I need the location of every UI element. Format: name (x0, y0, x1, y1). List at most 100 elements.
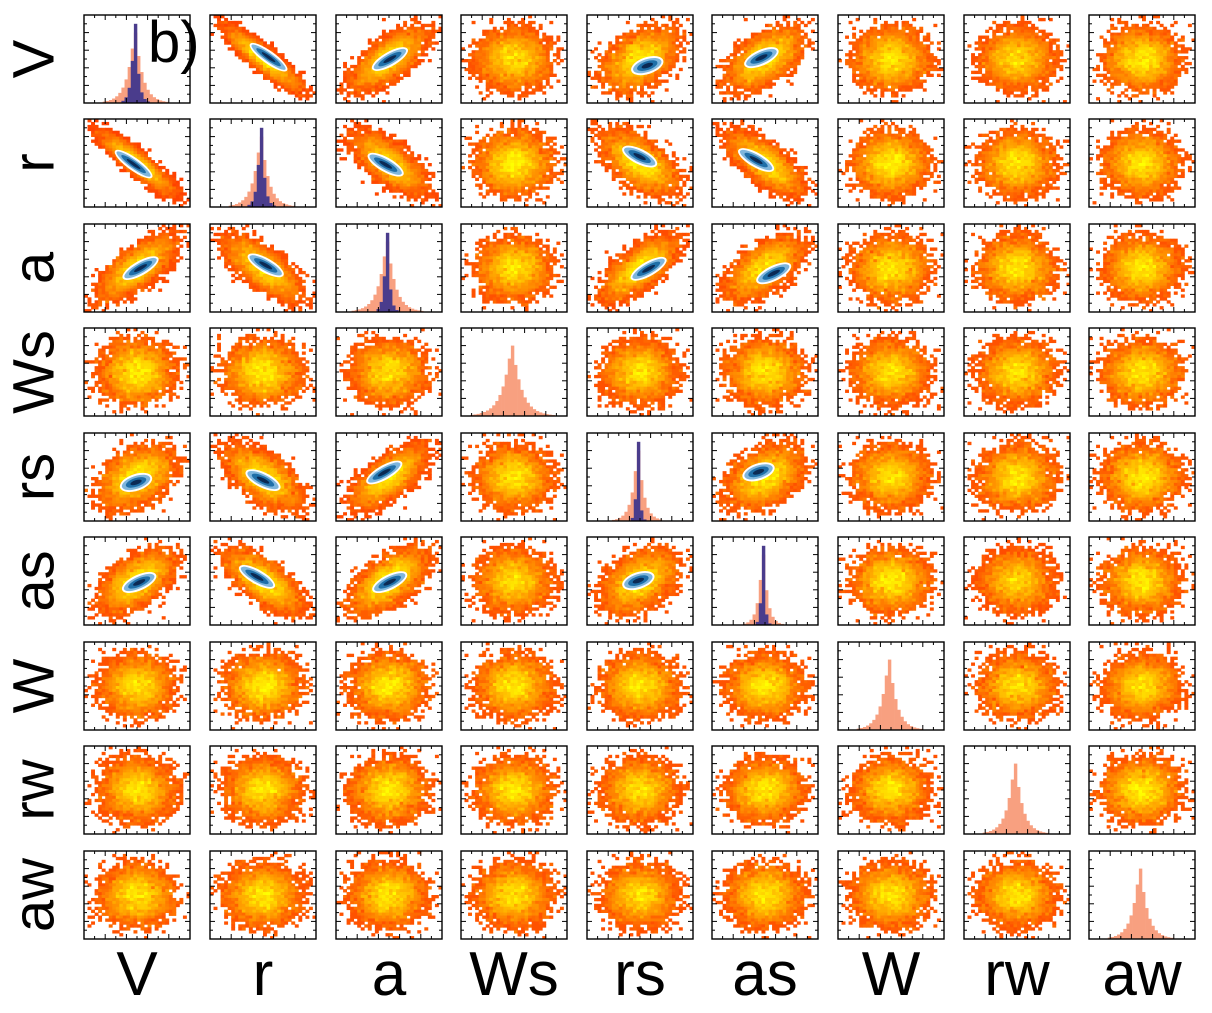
density-cells (838, 746, 944, 831)
density-cells (1089, 119, 1195, 204)
col-label-as: as (732, 940, 797, 1009)
panel-r-r (210, 119, 316, 207)
panel-rw-V (84, 746, 190, 834)
density-cells (336, 746, 442, 834)
panel-a-V (84, 224, 190, 312)
panel-aw-W (838, 851, 944, 939)
panel-as-as (712, 537, 818, 625)
density-cells (1089, 224, 1195, 312)
panel-W-rs (587, 642, 693, 730)
density-cells (712, 752, 815, 835)
panel-a-as (712, 224, 818, 312)
panel-rs-rs (587, 433, 693, 521)
panel-W-aw (1089, 642, 1195, 730)
density-cells (336, 642, 439, 730)
density-cells (84, 854, 190, 939)
panel-Ws-r (210, 328, 316, 416)
density-cells (465, 642, 568, 730)
density-cells (838, 119, 944, 207)
density-cells (461, 746, 567, 834)
panel-aw-aw (1089, 851, 1195, 939)
panel-a-rw (964, 224, 1070, 312)
col-label-rw: rw (984, 940, 1050, 1009)
panel-rs-W (838, 433, 944, 521)
row-label-rw: rw (1, 758, 66, 820)
panel-rs-r (210, 433, 316, 521)
density-cells (964, 331, 1070, 414)
panel-V-r (210, 15, 316, 103)
density-cells (84, 645, 187, 728)
panel-rw-a (336, 746, 442, 834)
row-label-r: r (1, 153, 66, 172)
density-cells (461, 119, 567, 207)
panel-Ws-as (712, 328, 818, 416)
density-cells (336, 436, 442, 521)
panel-label: b) (148, 14, 200, 72)
row-label-Ws: Ws (1, 330, 66, 414)
panel-W-V (84, 642, 190, 730)
density-cells (336, 851, 442, 939)
panel-Ws-W (838, 328, 944, 416)
panel-V-rw (964, 15, 1070, 103)
density-cells (587, 15, 693, 103)
panel-as-a (336, 537, 442, 625)
col-label-r: r (253, 940, 274, 1009)
panel-V-as (712, 15, 818, 103)
density-cells (84, 328, 190, 413)
density-cells (210, 749, 316, 832)
row-label-W: W (1, 658, 66, 713)
panel-aw-Ws (461, 851, 567, 939)
panel-r-aw (1089, 119, 1195, 207)
density-cells (1089, 433, 1195, 521)
density-cells (461, 851, 567, 939)
panel-as-Ws (461, 537, 567, 625)
density-cells (1093, 15, 1196, 103)
panel-as-r (210, 537, 316, 625)
panel-rw-as (712, 746, 818, 834)
density-cells (587, 851, 693, 936)
density-cells (838, 851, 941, 939)
row-label-V: V (1, 39, 66, 78)
density-cells (1089, 537, 1195, 625)
panel-aw-r (210, 851, 316, 939)
density-cells (712, 645, 815, 728)
panel-as-V (84, 537, 190, 625)
panel-rs-rw (964, 433, 1070, 521)
panel-rw-W (838, 746, 944, 834)
panel-r-Ws (461, 119, 567, 207)
panel-aw-as (712, 851, 818, 939)
panel-a-W (838, 224, 944, 312)
panel-Ws-a (336, 328, 442, 416)
panel-r-a (336, 119, 442, 207)
panel-W-a (336, 642, 442, 730)
density-cells (214, 642, 313, 730)
density-cells (716, 328, 819, 416)
panel-V-rs (587, 15, 693, 103)
panel-rs-as (712, 433, 818, 521)
density-cells (587, 328, 693, 416)
density-cells (964, 537, 1067, 625)
panel-rw-rw (964, 746, 1070, 834)
panel-Ws-rs (587, 328, 693, 416)
panel-rs-V (84, 433, 190, 521)
density-cells (1089, 746, 1195, 834)
panel-a-Ws (461, 224, 567, 312)
wide-histogram (1108, 869, 1174, 939)
panel-a-rs (587, 224, 693, 312)
density-cells (968, 433, 1071, 521)
density-cells (1089, 642, 1195, 730)
density-cells (210, 851, 316, 939)
wide-histogram (470, 346, 554, 416)
density-cells (964, 642, 1067, 730)
panel-as-aw (1089, 537, 1195, 625)
panel-W-as (712, 642, 818, 730)
panel-rw-aw (1089, 746, 1195, 834)
density-cells (461, 433, 567, 521)
panel-rw-r (210, 746, 316, 834)
density-cells (712, 854, 818, 939)
panel-V-Ws (461, 15, 567, 103)
density-cells (461, 227, 564, 312)
col-label-Ws: Ws (469, 940, 559, 1009)
panel-aw-rw (964, 851, 1070, 939)
density-cells (838, 224, 944, 312)
